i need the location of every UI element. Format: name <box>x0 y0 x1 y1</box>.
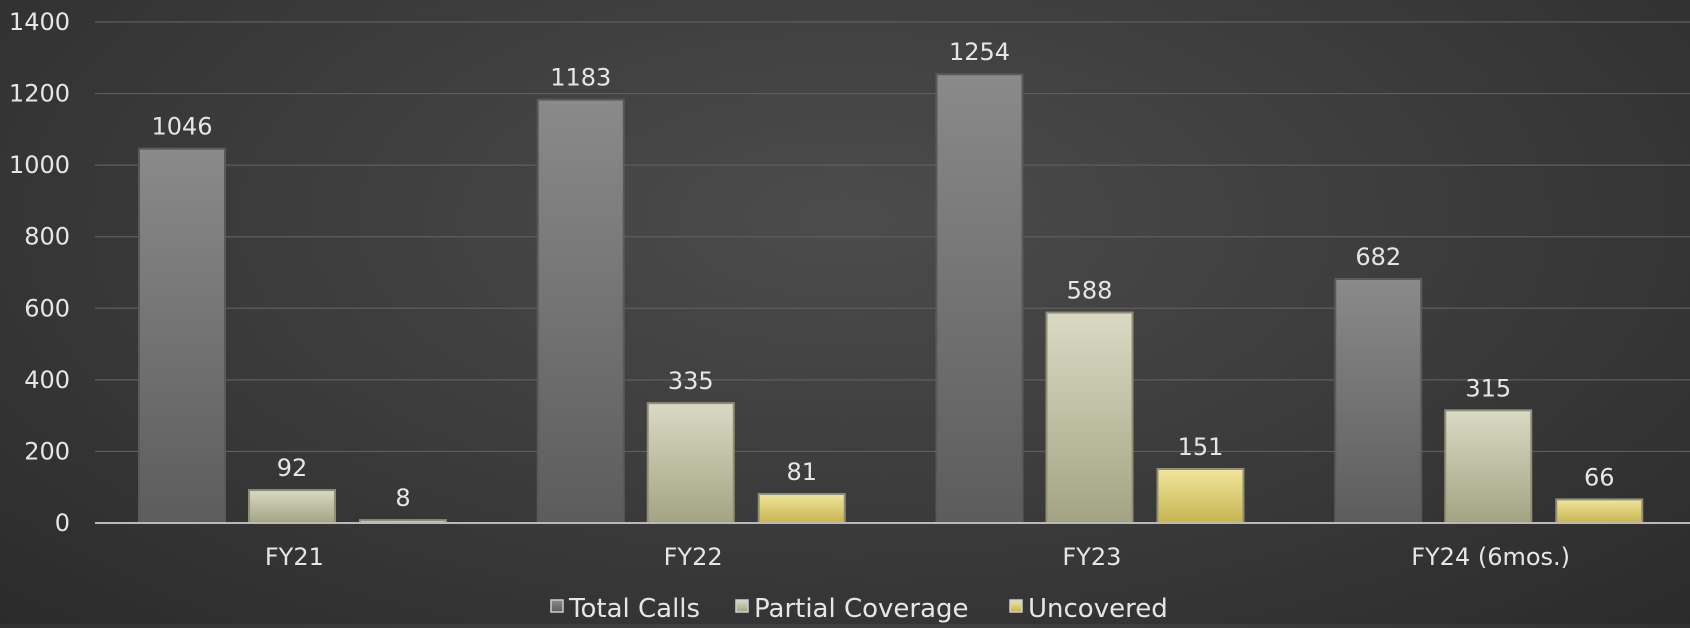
x-tick-label: FY23 <box>1062 543 1121 571</box>
legend: Total Calls Partial Coverage Uncovered <box>550 594 1168 624</box>
legend-label: Total Calls <box>568 594 700 624</box>
bar-total-calls <box>138 147 226 524</box>
y-tick-label: 1200 <box>9 80 70 108</box>
data-label: 315 <box>1465 374 1511 402</box>
data-label: 8 <box>395 484 410 512</box>
bar-total-calls <box>1334 277 1423 525</box>
y-tick-label: 800 <box>24 223 70 251</box>
y-axis: 0 200 400 600 800 1000 1200 1400 <box>9 8 70 537</box>
y-tick-label: 1000 <box>9 151 70 179</box>
bar-partial-coverage <box>248 489 336 525</box>
data-label: 81 <box>786 458 817 486</box>
bars <box>138 73 1644 525</box>
y-tick-label: 400 <box>24 366 70 394</box>
y-tick-label: 200 <box>24 437 70 465</box>
bar-total-calls <box>935 73 1024 525</box>
data-label: 1183 <box>550 64 611 92</box>
y-tick-label: 1400 <box>9 8 70 36</box>
bar-partial-coverage <box>646 402 735 524</box>
data-label: 682 <box>1355 243 1401 271</box>
data-labels: 1046 92 8 1183 335 81 1254 588 151 682 315 66 <box>151 38 1614 512</box>
legend-swatch <box>550 599 564 613</box>
bar-total-calls <box>536 98 625 524</box>
x-tick-label: FY24 (6mos.) <box>1411 543 1570 571</box>
x-tick-label: FY21 <box>265 543 324 571</box>
data-label: 92 <box>277 454 308 482</box>
legend-swatch <box>1009 599 1023 613</box>
y-tick-label: 600 <box>24 294 70 322</box>
legend-swatch <box>735 599 749 613</box>
bar-partial-coverage <box>1444 409 1533 524</box>
y-tick-label: 0 <box>55 509 70 537</box>
bar-uncovered <box>1156 467 1245 524</box>
gridlines <box>95 21 1690 453</box>
legend-label: Partial Coverage <box>754 594 969 624</box>
x-axis: FY21 FY22 FY23 FY24 (6mos.) <box>95 522 1690 571</box>
data-label: 1254 <box>949 38 1010 66</box>
legend-label: Uncovered <box>1028 594 1168 624</box>
data-label: 335 <box>668 367 714 395</box>
bar-partial-coverage <box>1045 311 1134 524</box>
bar-uncovered <box>757 493 846 525</box>
data-label: 151 <box>1178 433 1224 461</box>
x-tick-label: FY22 <box>664 543 723 571</box>
data-label: 588 <box>1067 277 1113 305</box>
data-label: 1046 <box>151 113 212 141</box>
bar-uncovered <box>1555 498 1644 525</box>
data-label: 66 <box>1584 463 1615 491</box>
